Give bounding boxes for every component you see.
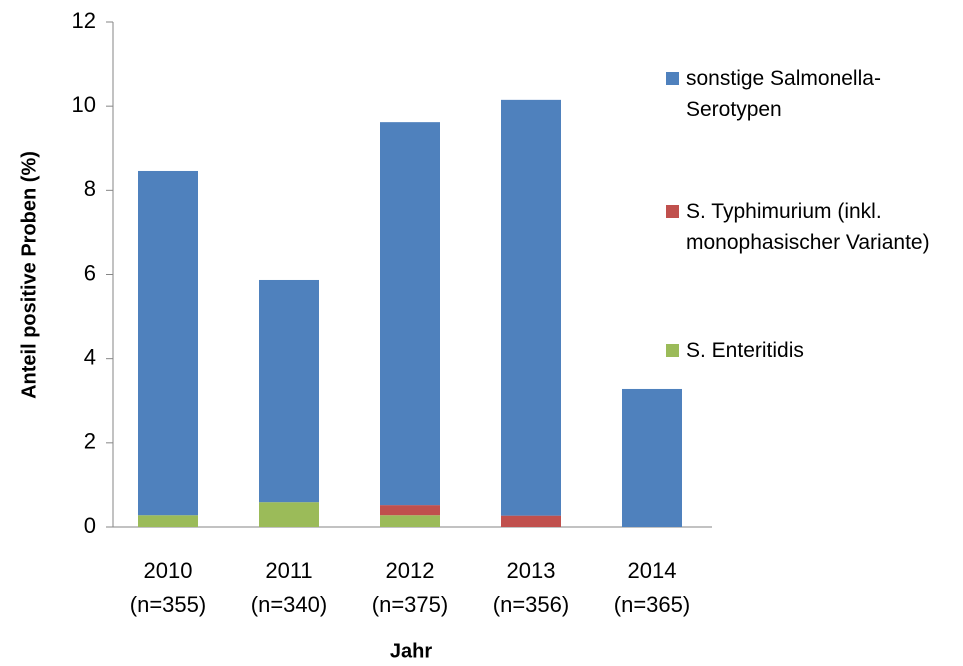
legend-swatch (666, 344, 679, 357)
x-tick-label: 2013 (507, 558, 556, 583)
x-tick-label: (n=340) (251, 592, 327, 617)
bar-segment (138, 515, 198, 527)
x-axis-label: Jahr (390, 640, 432, 662)
legend-entry: S. Typhimurium (inkl. monophasischer Var… (666, 196, 948, 258)
x-tick-label: (n=375) (372, 592, 448, 617)
legend-entry: S. Enteritidis (666, 335, 948, 366)
y-tick-label: 6 (84, 260, 96, 285)
legend-entry: sonstige Salmonella-Serotypen (666, 63, 948, 125)
y-tick-label: 12 (72, 8, 96, 33)
x-tick-label: 2014 (628, 558, 677, 583)
x-tick-label: 2011 (265, 558, 312, 583)
bar-segment (259, 502, 319, 527)
y-tick-label: 0 (84, 513, 96, 538)
y-tick-label: 4 (84, 344, 96, 369)
x-tick-label: (n=365) (614, 592, 690, 617)
bar-segment (501, 99, 561, 516)
y-tick-label: 10 (72, 92, 96, 117)
legend-swatch (666, 72, 679, 85)
legend-label: sonstige Salmonella-Serotypen (686, 67, 881, 121)
x-tick-label: (n=355) (130, 592, 206, 617)
legend-swatch (666, 205, 679, 218)
x-tick-label: 2012 (386, 558, 435, 583)
legend-label: S. Enteritidis (686, 339, 804, 362)
bar-segment (501, 515, 561, 527)
y-tick-label: 2 (84, 429, 96, 454)
x-tick-label: 2010 (144, 558, 193, 583)
y-tick-label: 8 (84, 176, 96, 201)
x-tick-label: (n=356) (493, 592, 569, 617)
bar-segment (380, 515, 440, 527)
legend-label: S. Typhimurium (inkl. monophasischer Var… (686, 200, 930, 254)
bar-segment (259, 279, 319, 503)
bar-segment (622, 388, 682, 527)
bar-segment (138, 170, 198, 516)
bar-segment (380, 505, 440, 516)
y-axis-label: Anteil positive Proben (%) (18, 151, 40, 399)
bar-segment (380, 122, 440, 506)
